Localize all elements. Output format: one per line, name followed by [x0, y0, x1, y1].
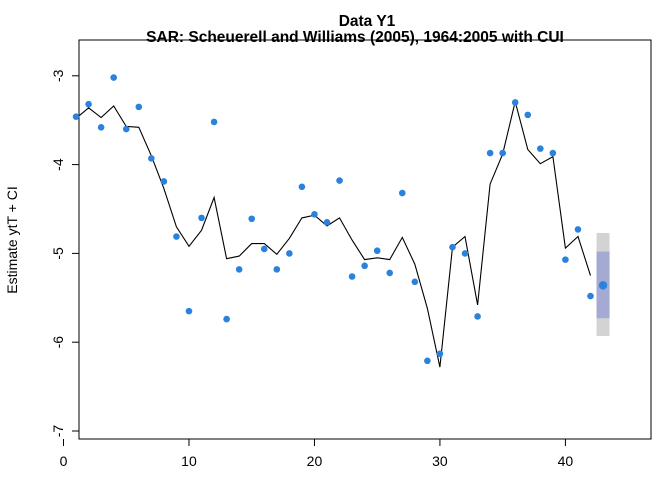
data-point [286, 250, 293, 257]
data-point [110, 74, 117, 81]
x-tick-label: 30 [432, 453, 448, 469]
data-point [461, 250, 469, 257]
y-tick-label: -4 [50, 158, 66, 171]
data-point [398, 189, 406, 197]
data-point [549, 149, 557, 157]
data-point [537, 145, 544, 152]
data-point [198, 214, 205, 222]
data-point [336, 177, 343, 184]
data-point [235, 266, 243, 273]
data-point [323, 219, 331, 226]
data-point [97, 124, 105, 131]
data-point [348, 273, 356, 280]
y-tick-label: -3 [50, 69, 66, 82]
data-point [436, 350, 444, 358]
plot-frame [78, 39, 652, 440]
data-point [574, 226, 582, 233]
data-point [122, 125, 130, 133]
data-point [85, 100, 92, 108]
y-tick-label: -5 [50, 247, 66, 260]
data-point [373, 247, 381, 255]
data-point [173, 233, 180, 240]
y-tick-label: -6 [50, 336, 66, 349]
data-point [474, 313, 481, 320]
estimate-line [75, 101, 592, 368]
x-tick-label: 10 [181, 453, 197, 469]
data-point [311, 211, 318, 218]
y-axis-label: Estimate ytT + CI [4, 186, 20, 294]
data-point [361, 262, 368, 270]
x-tick-label: 0 [60, 453, 68, 469]
data-point [424, 357, 431, 365]
data-point [273, 266, 281, 273]
data-point [449, 243, 456, 251]
data-point [185, 307, 193, 315]
data-point [210, 118, 218, 126]
plot-area: 0 10 20 30 40 -7 -6 -5 -4 -3 [50, 39, 652, 469]
x-tick-label: 40 [558, 453, 574, 469]
y-tick-label: -7 [50, 425, 66, 438]
data-point [411, 278, 419, 286]
data-point [511, 99, 519, 106]
data-point [587, 292, 594, 300]
data-point [248, 215, 256, 223]
data-point [386, 269, 394, 277]
data-point [499, 149, 506, 157]
chart-subtitle: SAR: Scheuerell and Williams (2005), 196… [146, 29, 564, 46]
data-point [562, 256, 569, 263]
data-point [160, 178, 168, 185]
data-point [486, 149, 494, 157]
data-point [524, 111, 532, 119]
data-point [223, 315, 230, 323]
data-point [148, 155, 155, 162]
data-point [260, 245, 268, 253]
data-point [298, 183, 306, 191]
data-point [72, 113, 80, 120]
forecast-point [598, 281, 608, 290]
chart-title: Data Y1 [339, 13, 396, 30]
data-point [135, 103, 143, 111]
x-tick-label: 20 [307, 453, 323, 469]
